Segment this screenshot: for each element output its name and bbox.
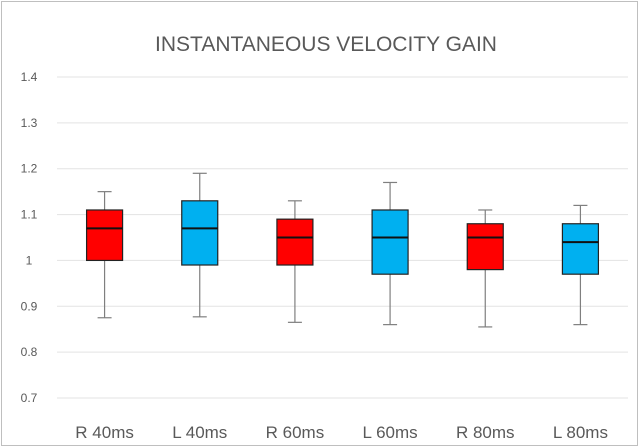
iqr-box: [561, 223, 600, 275]
box-plot-item: [371, 181, 409, 326]
iqr-box: [466, 223, 504, 271]
y-tick-label: 0.7: [21, 391, 38, 405]
box-plot-item: [561, 204, 600, 326]
y-tick-label: 1.2: [21, 162, 38, 176]
x-tick-label: R 40ms: [75, 423, 134, 442]
x-tick-label: R 60ms: [266, 423, 325, 442]
x-tick-label: L 40ms: [172, 423, 227, 442]
grid-layer: [57, 76, 628, 399]
iqr-box: [371, 209, 409, 275]
y-tick-label: 0.8: [21, 345, 38, 359]
iqr-box: [276, 218, 314, 266]
y-tick-label: 0.9: [21, 299, 38, 313]
chart-title: INSTANTANEOUS VELOCITY GAIN: [155, 33, 497, 56]
x-tick-label: L 80ms: [553, 423, 608, 442]
y-tick-label: 1: [26, 253, 33, 267]
y-axis-ticks: 0.7 0.8 0.9 1 1.1 1.2 1.3 1.4: [21, 70, 38, 405]
y-tick-label: 1.4: [21, 70, 38, 84]
iqr-box: [85, 209, 124, 262]
iqr-box: [181, 200, 219, 266]
box-plot-item: [85, 191, 124, 319]
x-axis-ticks: R 40ms L 40ms R 60ms L 60ms R 80ms L 80ms: [75, 423, 608, 442]
y-tick-label: 1.1: [21, 208, 38, 222]
x-tick-label: R 80ms: [456, 423, 515, 442]
box-plot-item: [276, 200, 314, 323]
box-plot-item: [181, 172, 219, 318]
box-layer: [85, 172, 600, 328]
y-tick-label: 1.3: [21, 116, 38, 130]
x-tick-label: L 60ms: [363, 423, 418, 442]
box-plot-item: [466, 209, 504, 328]
